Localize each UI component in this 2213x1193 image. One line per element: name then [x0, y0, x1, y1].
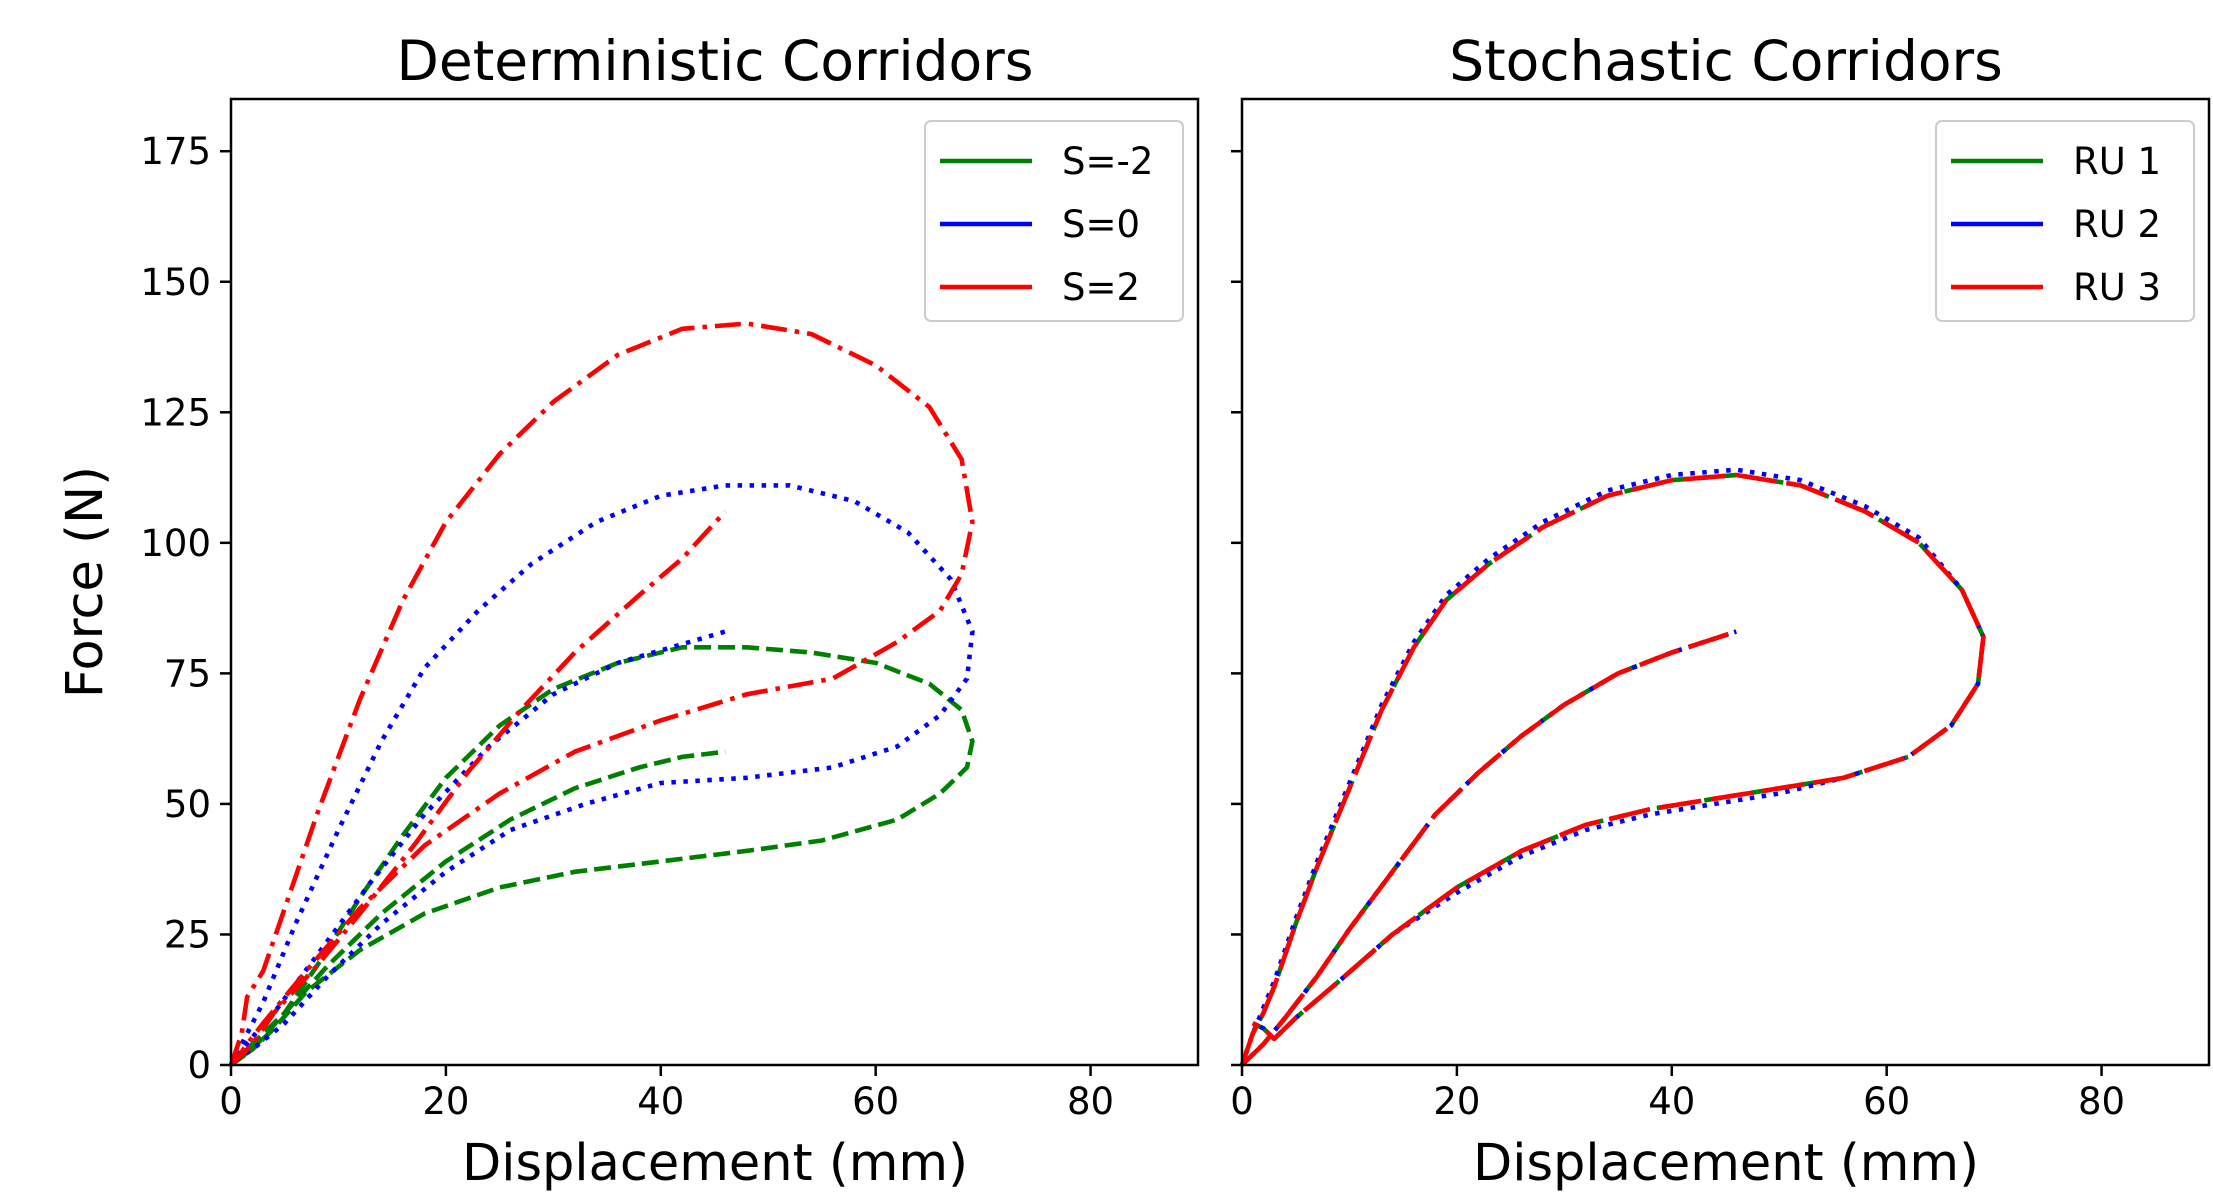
- axes-frame: [1240, 97, 2211, 1067]
- x-tick-label: 20: [422, 1080, 469, 1123]
- series-line: [229, 645, 975, 1067]
- y-tick-label: 175: [140, 130, 211, 173]
- legend-label: S=0: [1062, 203, 1140, 246]
- legend: S=-2 S=0 S=2: [924, 120, 1184, 322]
- x-axis-label: Displacement (mm): [462, 1134, 968, 1193]
- series-line: [1240, 629, 1737, 1067]
- y-tick-label: 100: [140, 522, 211, 565]
- chart-title: Stochastic Corridors: [1449, 29, 2003, 93]
- legend-box: [1935, 120, 2195, 322]
- legend-label: RU 2: [2073, 203, 2161, 246]
- series-line: [228, 321, 975, 1066]
- x-tick-label: 80: [1067, 1080, 1114, 1123]
- x-tick-label: 80: [2078, 1080, 2125, 1123]
- y-tick-label: 0: [187, 1044, 211, 1087]
- x-tick-label: 60: [1863, 1080, 1910, 1123]
- y-tick-label: 125: [140, 391, 211, 434]
- chart-title: Deterministic Corridors: [397, 29, 1034, 93]
- x-tick-label: 60: [852, 1080, 899, 1123]
- legend-label: RU 1: [2073, 140, 2161, 183]
- panel-stochastic: Stochastic Corridors 0 20 40 60 80 Displacem…: [1230, 29, 2211, 1193]
- axes-frame: [229, 97, 1200, 1067]
- series-line: [229, 749, 726, 1067]
- series-line: [1239, 472, 1986, 1066]
- legend-label: S=2: [1062, 266, 1140, 309]
- axis-ticks: 0 20 40 60 80 0 25 50 75 100 125 150 175: [140, 130, 1114, 1123]
- legend-label: RU 3: [2073, 266, 2161, 309]
- legend: RU 1 RU 2 RU 3: [1935, 120, 2195, 322]
- x-tick-label: 40: [1648, 1080, 1695, 1123]
- y-tick-label: 50: [164, 783, 211, 826]
- legend-box: [924, 120, 1184, 322]
- x-axis-label: Displacement (mm): [1473, 1134, 1979, 1193]
- x-tick-label: 40: [637, 1080, 684, 1123]
- x-tick-label: 0: [1230, 1080, 1254, 1123]
- legend-label: S=-2: [1062, 140, 1153, 183]
- series-line: [1239, 467, 1986, 1066]
- series-line: [229, 509, 727, 1067]
- plot-area: [1239, 467, 1986, 1067]
- y-axis-label: Force (N): [56, 466, 115, 698]
- x-tick-label: 20: [1433, 1080, 1480, 1123]
- series-line: [228, 483, 975, 1067]
- x-tick-label: 0: [219, 1080, 243, 1123]
- y-tick-label: 75: [164, 652, 211, 695]
- y-tick-label: 25: [164, 913, 211, 956]
- plot-area: [228, 321, 975, 1067]
- axis-ticks: 0 20 40 60 80: [1230, 149, 2125, 1123]
- panel-deterministic: Deterministic Corridors 0 20 40 60 80 0 25 50 75…: [56, 29, 1200, 1193]
- y-tick-label: 150: [140, 261, 211, 304]
